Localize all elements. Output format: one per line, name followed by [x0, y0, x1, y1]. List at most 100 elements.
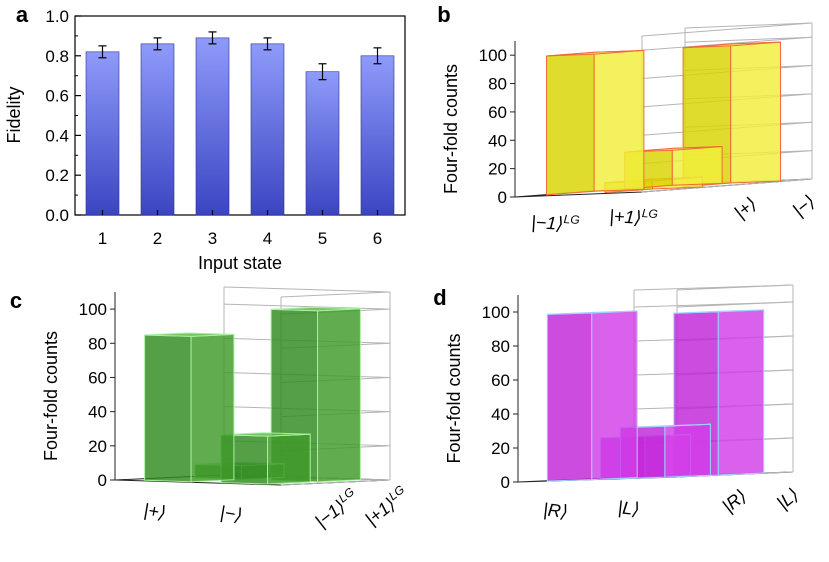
col-label-0-ket: |+⟩ [731, 193, 761, 222]
x-tick-label-4: 4 [263, 229, 272, 248]
bar-6 [360, 55, 395, 216]
z-tick-label-80: 80 [488, 75, 507, 94]
z-tick-label-60: 60 [88, 368, 107, 387]
bar-0-0-front [546, 51, 595, 196]
x-axis-title: Input state [198, 253, 282, 273]
z-tick-label-80: 80 [491, 337, 510, 356]
col-label-1-ket: |L⟩ [773, 484, 802, 513]
z-tick-label-40: 40 [491, 405, 510, 424]
y-tick-label-0.4: 0.4 [45, 126, 69, 145]
x-tick-label-5: 5 [318, 229, 327, 248]
bar-2 [140, 43, 175, 216]
z-tick-label-20: 20 [88, 437, 107, 456]
row-label-1: |−⟩ [219, 502, 244, 525]
z-tick-label-20: 20 [491, 439, 510, 458]
z-tick-label-20: 20 [488, 160, 507, 179]
bar-3 [195, 37, 230, 216]
panel-a-frame [74, 15, 406, 216]
bar-0-0-front [546, 312, 593, 482]
col-label-1: |L⟩ [773, 484, 802, 513]
panel-c: c 0 20 40 60 80 100 Four-fold counts |+⟩ |−⟩ |−1⟩L… [10, 286, 412, 532]
y-tick-label-0.0: 0.0 [45, 206, 69, 225]
bar-0-0-front [144, 334, 192, 483]
col-label-0: |−1⟩LG [310, 485, 362, 532]
y-tick-label-0.8: 0.8 [45, 47, 69, 66]
z-tick-label-60: 60 [488, 103, 507, 122]
bar-0-0-side [591, 310, 638, 481]
bar-0-0-top [546, 49, 644, 57]
panel-d-letter: d [433, 285, 446, 310]
row-label-1-ket: |−⟩ [219, 502, 244, 525]
panel-a: a 0.0 0.2 0.4 0.6 0.8 1.0 Fidelity Input state 1 2… [4, 2, 406, 273]
z-tick-label-100: 100 [479, 46, 507, 65]
z-tick-label-100: 100 [482, 303, 510, 322]
bar-0-0-top [547, 310, 638, 315]
bar-1 [85, 51, 120, 216]
z-tick-label-0: 0 [501, 473, 510, 492]
grid-line [633, 301, 794, 308]
x-tick-label-1: 1 [98, 229, 107, 248]
bar-0-0-top [144, 332, 234, 337]
z-tick-label-100: 100 [79, 300, 107, 319]
grid-top [641, 22, 813, 37]
bar-1-1-top [683, 41, 781, 49]
panel-b-letter: b [437, 2, 450, 27]
col-label-0: |R⟩ [719, 485, 751, 516]
row-label-1: |L⟩ [617, 497, 641, 519]
row-label-1-ket: |L⟩ [617, 497, 641, 519]
z-tick-label-0: 0 [498, 188, 507, 207]
row-label-0-ket: |R⟩ [542, 499, 569, 522]
row-label-0: |−1⟩LG [531, 210, 581, 235]
bar-1-1-side [730, 41, 781, 184]
row-label-0: |+⟩ [142, 500, 167, 523]
z-axis-title: Four-fold counts [41, 331, 61, 461]
bar-4 [250, 43, 285, 216]
grid-top [633, 284, 794, 291]
y-axis-title: Fidelity [4, 86, 24, 143]
z-tick-label-40: 40 [88, 403, 107, 422]
bar-1-0-top [620, 423, 711, 429]
bar-1-0-side [671, 145, 723, 186]
panel-a-letter: a [16, 2, 29, 27]
z-tick-label-40: 40 [488, 131, 507, 150]
col-label-1: |+1⟩LG [360, 482, 412, 529]
z-axis-title: Four-fold counts [441, 64, 461, 194]
bar-1-0-top [220, 432, 311, 437]
z-tick-label-80: 80 [88, 334, 107, 353]
x-tick-label-6: 6 [373, 229, 382, 248]
row-label-0: |R⟩ [542, 499, 569, 522]
x-tick-label-3: 3 [208, 229, 217, 248]
z-tick-label-0: 0 [98, 471, 107, 490]
y-tick-label-0.6: 0.6 [45, 87, 69, 106]
bar-0-0-side [190, 333, 235, 483]
bar-0-0-side [593, 49, 645, 192]
bar-1-0-side [267, 433, 311, 485]
panel-c-letter: c [10, 288, 22, 313]
bar-1-1-side [717, 309, 765, 476]
row-label-1-sub: LG [641, 206, 658, 221]
row-label-1-ket: |+1⟩ [609, 206, 642, 228]
bar-1-1-top [673, 309, 764, 314]
col-label-0: |+⟩ [731, 193, 761, 222]
panel-d: d 0 20 40 60 80 100 Four-fold counts |R⟩ |L⟩ |R⟩ |L… [433, 284, 803, 522]
row-label-0-sub: LG [563, 212, 580, 227]
grid-top [223, 286, 391, 298]
row-label-0-ket: |−1⟩ [531, 212, 564, 234]
bar-1-1-top [271, 306, 361, 312]
bar-1-0-side [664, 423, 711, 478]
col-label-1: |−⟩ [789, 191, 819, 220]
y-tick-label-0.2: 0.2 [45, 166, 69, 185]
z-axis-title: Four-fold counts [444, 333, 464, 463]
z-tick-label-60: 60 [491, 371, 510, 390]
col-label-0-ket: |R⟩ [719, 485, 751, 516]
row-label-0-ket: |+⟩ [142, 500, 167, 523]
col-label-1-ket: |−⟩ [789, 191, 819, 220]
bar-5 [305, 71, 340, 216]
bar-1-0-top [624, 146, 723, 153]
bar-1-1-side [317, 308, 361, 483]
x-tick-label-2: 2 [153, 229, 162, 248]
y-tick-label-1.0: 1.0 [45, 7, 69, 26]
row-label-1: |+1⟩LG [609, 204, 659, 229]
